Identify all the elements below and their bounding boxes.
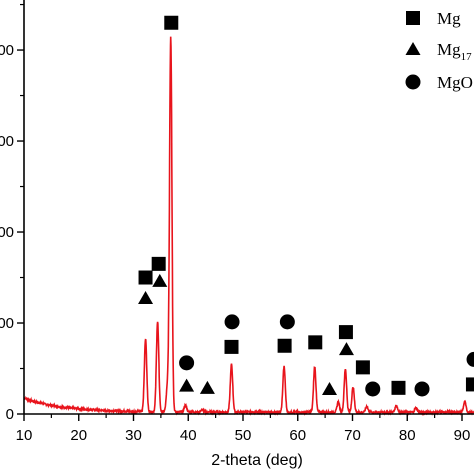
phase-marker-circle [414,381,430,397]
legend-label: Mg17 [437,40,472,63]
legend-label: Mg [437,9,461,28]
x-tick-label: 50 [235,427,252,444]
x-axis-title: 2-theta (deg) [211,452,303,469]
y-tick-label: 00 [0,315,14,332]
axes [23,0,474,415]
legend-item: Mg17 [405,40,472,63]
x-ticks: 10 20 30 40 50 60 70 80 90 [16,414,471,444]
legend: Mg Mg17 MgO [405,9,473,92]
x-tick-label: 30 [125,427,142,444]
legend-label-subscript: 17 [461,51,473,63]
phase-marker-square [224,339,239,354]
legend-item: Mg [406,9,461,28]
phase-marker-square [465,377,474,392]
y-tick-label: 00 [0,133,14,150]
x-tick-label: 40 [180,427,197,444]
phase-marker-triangle [199,380,215,394]
phase-marker-square [138,270,153,285]
phase-marker-triangle [322,381,338,395]
x-tick-label: 20 [70,427,87,444]
y-tick-label: 00 [0,224,14,241]
x-tick-label: 60 [289,427,306,444]
legend-item: MgO [405,73,473,92]
legend-square-icon [406,11,420,25]
phase-marker-triangle [338,342,354,356]
legend-triangle-icon [405,42,421,55]
phase-marker-circle [224,314,240,330]
phase-marker-square [151,256,166,271]
legend-circle-icon [405,74,421,90]
phase-marker-triangle [179,378,195,392]
x-tick-label: 80 [399,427,416,444]
x-tick-label: 70 [344,427,361,444]
phase-marker-circle [279,314,295,330]
phase-marker-circle [466,351,474,367]
y-tick-label: 0 [6,406,14,423]
x-tick-label: 90 [454,427,471,444]
x-tick-label: 10 [16,427,33,444]
xrd-pattern-line [23,36,474,417]
phase-marker-square [391,380,406,395]
phase-marker-square [277,338,292,353]
phase-marker-square [355,360,370,375]
phase-marker-square [338,325,353,340]
phase-marker-circle [179,355,195,371]
legend-label: MgO [437,73,473,92]
phase-marker-square [164,15,179,30]
phase-marker-triangle [138,290,154,304]
phase-marker-triangle [152,273,168,287]
phase-markers [138,15,474,397]
y-tick-label: 00 [0,42,14,59]
plot-area [23,36,474,417]
phase-marker-square [308,335,323,350]
phase-marker-circle [365,381,381,397]
